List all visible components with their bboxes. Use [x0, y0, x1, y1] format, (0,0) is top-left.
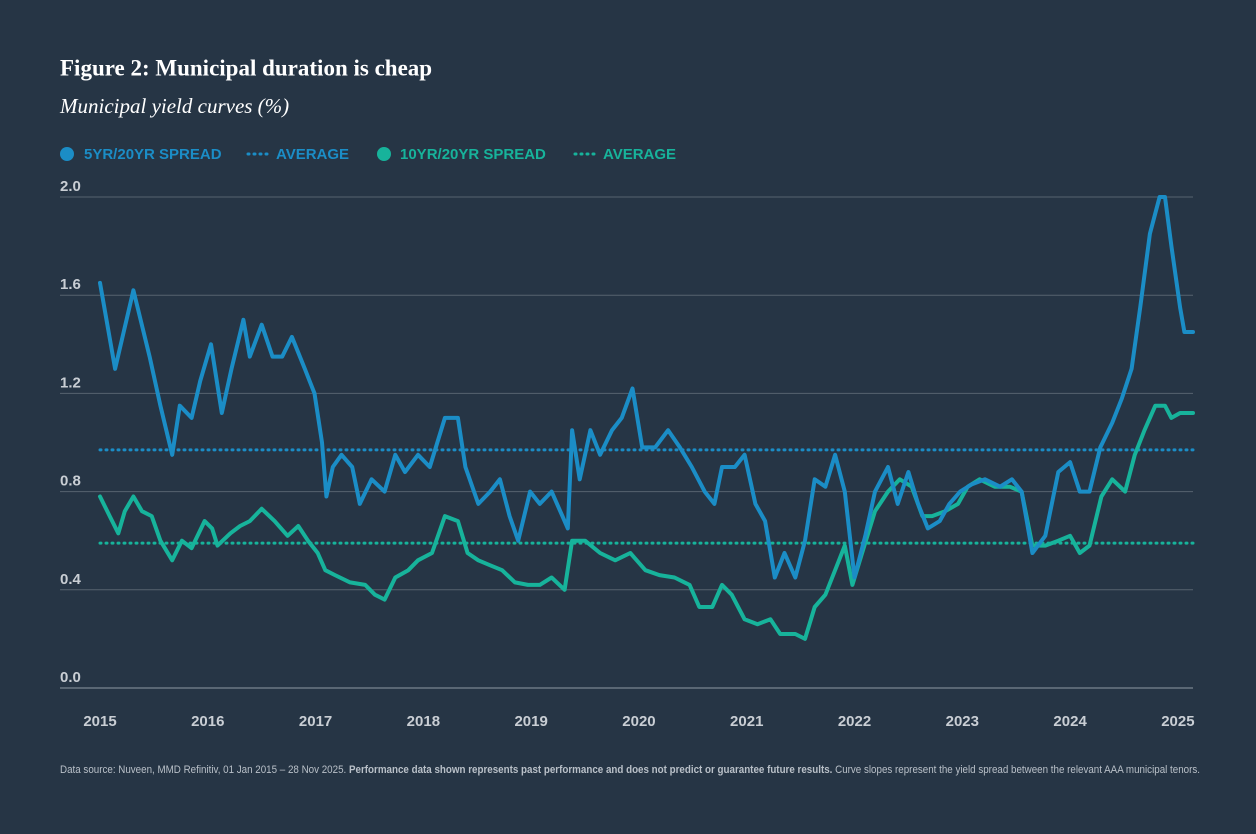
y-tick-label: 2.0	[60, 178, 81, 195]
x-tick-label: 2017	[299, 713, 332, 730]
y-tick-label: 1.6	[60, 276, 81, 293]
x-tick-label: 2016	[191, 713, 224, 730]
footnote-source: Data source: Nuveen, MMD Refinitiv, 01 J…	[60, 764, 346, 776]
legend-marker	[377, 147, 391, 161]
y-tick-label: 0.8	[60, 473, 81, 490]
x-tick-label: 2022	[838, 713, 871, 730]
y-tick-label: 0.0	[60, 669, 81, 686]
series-line	[98, 195, 1195, 580]
footnote-disclaimer: Performance data shown represents past p…	[349, 764, 832, 776]
legend-label: AVERAGE	[276, 146, 349, 163]
y-tick-label: 0.4	[60, 571, 82, 588]
y-tick-label: 1.2	[60, 374, 81, 391]
x-tick-label: 2025	[1161, 713, 1194, 730]
x-tick-label: 2024	[1053, 713, 1087, 730]
x-tick-label: 2019	[514, 713, 547, 730]
x-tick-label: 2021	[730, 713, 763, 730]
legend-label: 5YR/20YR SPREAD	[84, 146, 222, 163]
chart-title: Figure 2: Municipal duration is cheap	[60, 55, 432, 80]
footnote-note: Curve slopes represent the yield spread …	[835, 764, 1200, 776]
x-tick-label: 2018	[407, 713, 440, 730]
footnote: Data source: Nuveen, MMD Refinitiv, 01 J…	[60, 764, 1200, 776]
chart-subtitle: Municipal yield curves (%)	[59, 94, 289, 118]
legend-marker	[60, 147, 74, 161]
x-tick-label: 2020	[622, 713, 655, 730]
x-tick-label: 2023	[946, 713, 979, 730]
legend-label: AVERAGE	[603, 146, 676, 163]
legend-label: 10YR/20YR SPREAD	[400, 146, 546, 163]
x-tick-label: 2015	[83, 713, 116, 730]
